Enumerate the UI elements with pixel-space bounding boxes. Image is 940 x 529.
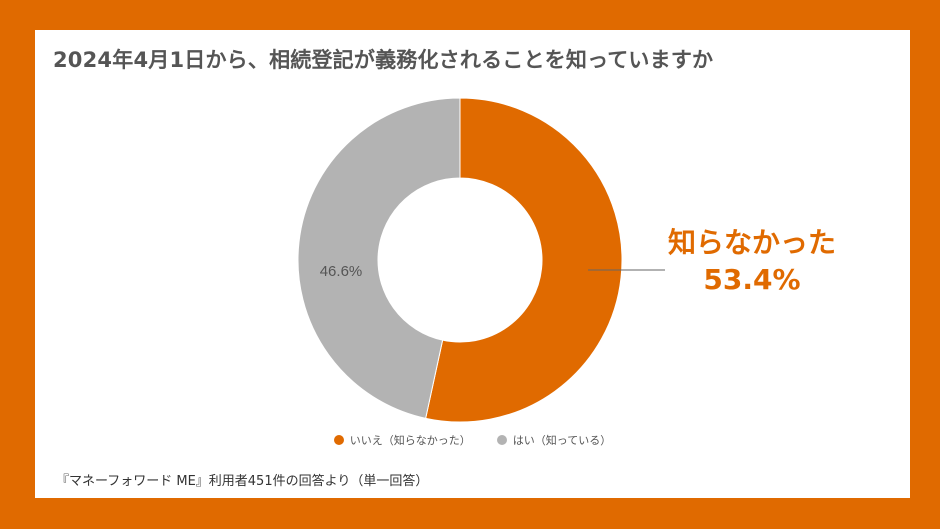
- callout-value: 53.4%: [703, 263, 800, 296]
- slice-iie: [425, 97, 623, 423]
- chart-legend: いいえ（知らなかった） はい（知っている）: [35, 432, 910, 448]
- chart-title: 2024年4月1日から、相続登記が義務化されることを知っていますか: [53, 48, 714, 72]
- callout-title: 知らなかった: [668, 226, 836, 259]
- chart-card: 2024年4月1日から、相続登記が義務化されることを知っていますか 46.6% …: [35, 30, 910, 498]
- legend-label-iie: いいえ（知らなかった）: [349, 434, 471, 447]
- legend-swatch-gray: [496, 435, 507, 445]
- donut-chart: 46.6% 知らなかった 53.4%: [297, 97, 836, 423]
- legend-item-hai: はい（知っている）: [496, 432, 612, 448]
- slice-label-hai: 46.6%: [320, 263, 363, 280]
- source-note: 『マネーフォワード ME』利用者451件の回答より（単一回答）: [56, 474, 429, 489]
- legend-swatch-orange: [333, 435, 344, 445]
- legend-item-iie: いいえ（知らなかった）: [333, 432, 471, 448]
- slice-hai: [297, 97, 461, 419]
- legend-label-hai: はい（知っている）: [512, 434, 612, 447]
